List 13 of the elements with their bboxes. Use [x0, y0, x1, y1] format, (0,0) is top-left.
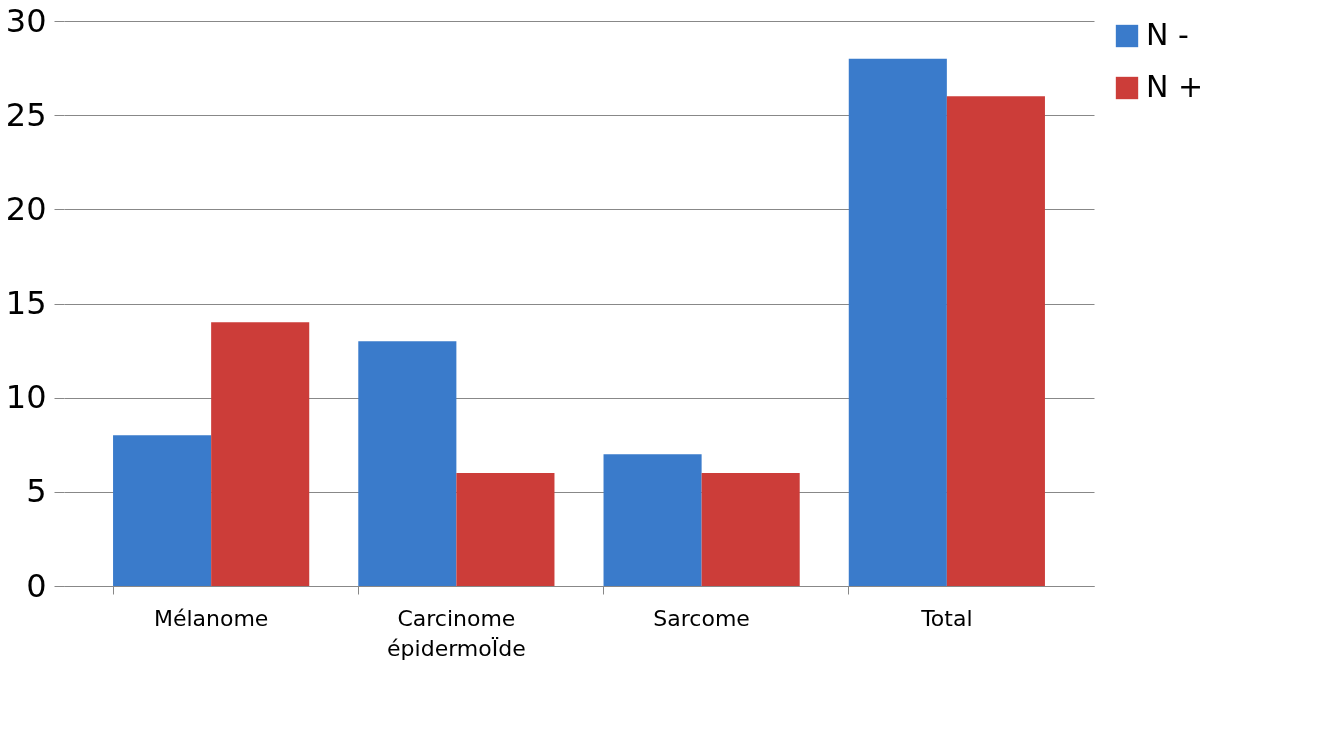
x-tick-label: Carcinome épidermoÏde: [387, 605, 526, 661]
y-tick-label: 5: [26, 472, 47, 511]
x-tick-label: Total: [920, 605, 973, 631]
y-tick-label: 0: [26, 566, 47, 605]
y-tick-label: 30: [5, 1, 47, 40]
y-tick-label: 15: [5, 284, 47, 322]
legend-label: N +: [1146, 69, 1204, 104]
y-tick-label: 25: [5, 95, 47, 134]
y-tick-label: 20: [5, 189, 47, 228]
legend-label: N -: [1146, 17, 1189, 52]
x-tick-label: Mélanome: [153, 605, 269, 631]
y-tick-label: 10: [5, 378, 47, 417]
x-tick-label: Sarcome: [653, 605, 750, 631]
